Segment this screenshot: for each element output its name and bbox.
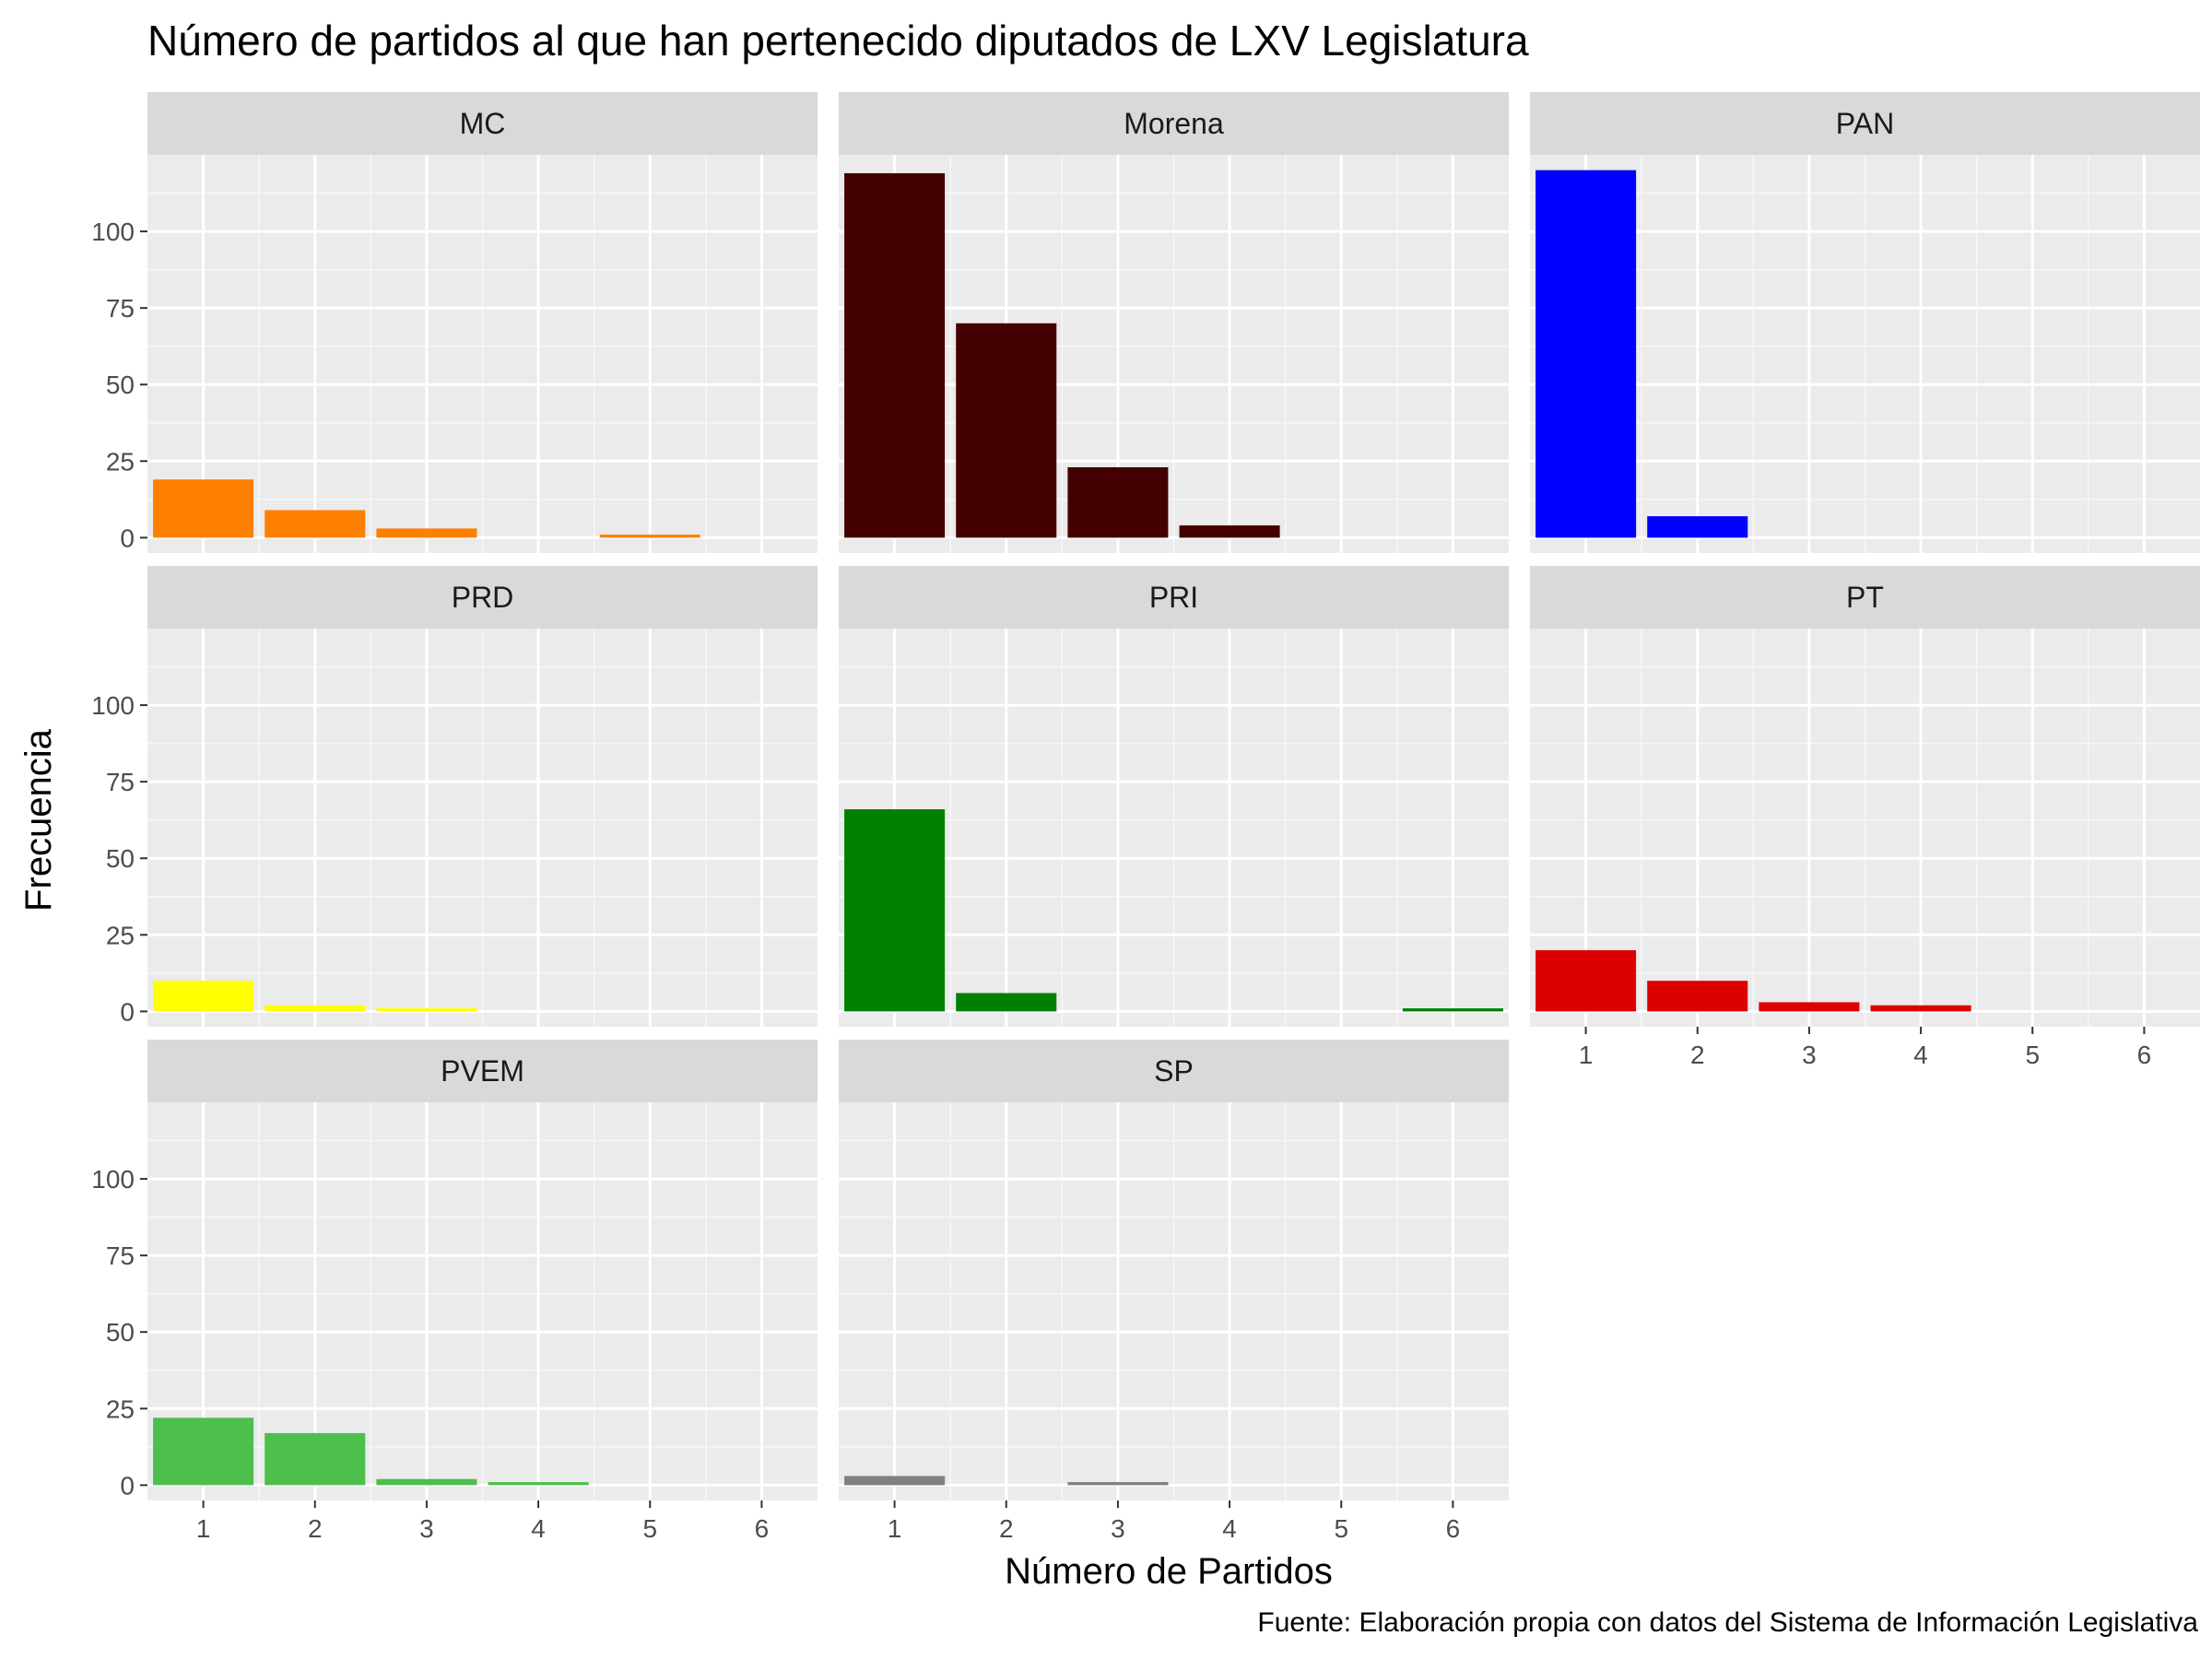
bar	[376, 1478, 477, 1486]
facet-label: PAN	[1836, 107, 1894, 140]
facet-label: SP	[1154, 1054, 1194, 1088]
bar	[1759, 1002, 1860, 1012]
x-tick-label: 4	[531, 1514, 546, 1543]
x-tick-label: 5	[2025, 1041, 2040, 1069]
bar	[153, 1418, 254, 1486]
facet-strip	[839, 1040, 1509, 1102]
x-tick-label: 3	[1111, 1514, 1125, 1543]
y-tick-label: 75	[106, 1241, 135, 1270]
x-tick-label: 6	[1446, 1514, 1461, 1543]
bar	[1179, 525, 1280, 538]
x-tick-label: 1	[888, 1514, 902, 1543]
x-tick-label: 3	[1802, 1041, 1817, 1069]
y-tick-label: 25	[106, 921, 135, 949]
facet-strip	[147, 566, 818, 629]
y-tick-label: 25	[106, 447, 135, 476]
bar	[956, 323, 1057, 538]
facet-label: PRI	[1149, 581, 1198, 614]
facet-label: PVEM	[441, 1054, 524, 1088]
y-tick-label: 100	[91, 218, 135, 246]
bar	[1067, 466, 1169, 538]
x-tick-label: 5	[1334, 1514, 1348, 1543]
bar	[844, 1476, 946, 1486]
x-tick-label: 2	[999, 1514, 1014, 1543]
x-tick-label: 3	[419, 1514, 434, 1543]
facet-sp: SP 1 2 3 4 5 6	[839, 1040, 1509, 1543]
y-tick-label: 50	[106, 1318, 135, 1347]
bar	[265, 1005, 366, 1012]
y-tick-label: 0	[120, 1471, 135, 1500]
x-tick-label: 5	[642, 1514, 657, 1543]
bar	[1535, 170, 1637, 538]
y-axis-title: Frecuencia	[18, 728, 59, 912]
x-tick-label: 4	[1913, 1041, 1928, 1069]
bar	[1647, 516, 1748, 538]
y-tick-label: 100	[91, 1165, 135, 1194]
y-tick-label: 75	[106, 294, 135, 323]
y-tick-label: 75	[106, 768, 135, 796]
bar	[376, 1008, 477, 1012]
bar	[376, 528, 477, 538]
y-tick-label: 50	[106, 844, 135, 873]
bar	[956, 993, 1057, 1012]
facet-label: PT	[1846, 581, 1884, 614]
y-tick-label: 0	[120, 997, 135, 1026]
x-axis-title: Número de Partidos	[1005, 1551, 1333, 1592]
x-tick-label: 1	[196, 1514, 211, 1543]
bar	[1067, 1482, 1169, 1486]
bar	[1402, 1008, 1503, 1012]
facet-strip	[839, 566, 1509, 629]
facet-morena: Morena	[839, 92, 1509, 553]
bar	[265, 510, 366, 538]
facet-label: PRD	[452, 581, 514, 614]
x-tick-label: 6	[755, 1514, 770, 1543]
bar	[844, 809, 946, 1012]
facet-strip	[147, 92, 818, 155]
y-tick-label: 50	[106, 371, 135, 399]
bar	[488, 1482, 589, 1486]
bar	[1647, 981, 1748, 1012]
facet-mc: MC 0 25 50 75 100	[91, 92, 818, 553]
facet-strip	[839, 92, 1509, 155]
y-tick-label: 100	[91, 691, 135, 720]
y-tick-label: 0	[120, 524, 135, 552]
bar	[599, 535, 700, 538]
facet-label: Morena	[1124, 107, 1224, 140]
facet-pri: PRI	[839, 566, 1509, 1027]
x-tick-label: 1	[1579, 1041, 1594, 1069]
facet-strip	[1530, 566, 2200, 629]
facet-pt: PT 1 2 3 4 5 6	[1530, 566, 2200, 1069]
x-tick-label: 2	[308, 1514, 323, 1543]
x-tick-label: 2	[1690, 1041, 1705, 1069]
bar	[153, 479, 254, 538]
facet-strip	[147, 1040, 818, 1102]
bar	[844, 172, 946, 538]
facet-pan: PAN	[1530, 92, 2200, 553]
y-tick-label: 25	[106, 1394, 135, 1423]
bar	[1535, 949, 1637, 1012]
bar	[265, 1432, 366, 1486]
chart-title: Número de partidos al que han pertenecid…	[147, 17, 1529, 65]
x-tick-label: 4	[1222, 1514, 1237, 1543]
bar	[153, 981, 254, 1012]
x-tick-label: 6	[2137, 1041, 2152, 1069]
caption: Fuente: Elaboración propia con datos del…	[1257, 1607, 2198, 1638]
facet-pvem: PVEM 0 25 50 75 100 1 2 3 4 5 6	[91, 1040, 818, 1543]
facet-label: MC	[460, 107, 506, 140]
facet-strip	[1530, 92, 2200, 155]
facet-prd: PRD 0 25 50 75 100	[91, 566, 818, 1027]
bar	[1870, 1005, 1971, 1012]
